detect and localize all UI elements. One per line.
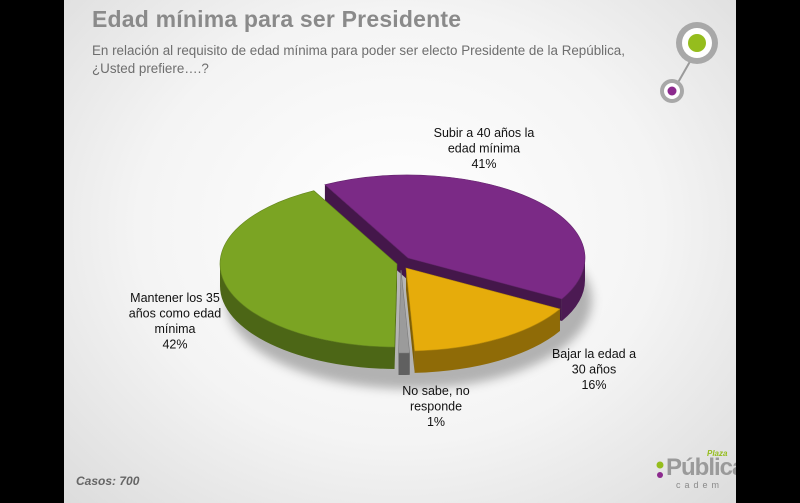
slice-label: Subir a 40 años la edad mínima 41% bbox=[434, 126, 535, 171]
brand-sub: cadem bbox=[676, 480, 724, 490]
pie-slice bbox=[398, 269, 410, 354]
pie-slice bbox=[324, 174, 586, 300]
pie-chart: Subir a 40 años la edad mínima 41% Bajar la… bbox=[129, 126, 636, 429]
pie-slice-side bbox=[398, 352, 410, 375]
logo-rings-icon bbox=[660, 22, 718, 103]
brand-dots-icon bbox=[656, 461, 664, 478]
question-text: En relación al requisito de edad mínima … bbox=[92, 43, 625, 76]
pie-slice-wall bbox=[406, 268, 415, 373]
pie-slice-side bbox=[561, 258, 585, 321]
brand-logo: Plaza Pública cadem bbox=[654, 448, 736, 494]
brand-plaza: Plaza bbox=[707, 449, 728, 458]
slice-label: Bajar la edad a 30 años 16% bbox=[552, 347, 636, 392]
slice-label: No sabe, no responde 1% bbox=[402, 384, 469, 429]
sample-size-note: Casos: 700 bbox=[76, 474, 140, 488]
pie-slice-side bbox=[414, 308, 560, 373]
slide: Edad mínima para ser Presidente En relac… bbox=[64, 0, 736, 503]
pie-slice bbox=[219, 190, 398, 348]
slice-label: Mantener los 35 años como edad mínima 42% bbox=[129, 291, 221, 352]
pie-slice-side bbox=[220, 264, 395, 369]
logo-purple-dot bbox=[667, 86, 677, 96]
logo-green-dot bbox=[688, 34, 706, 52]
pie-slice bbox=[405, 267, 561, 352]
brand-name: Pública bbox=[666, 454, 736, 481]
page-title: Edad mínima para ser Presidente bbox=[92, 6, 462, 32]
